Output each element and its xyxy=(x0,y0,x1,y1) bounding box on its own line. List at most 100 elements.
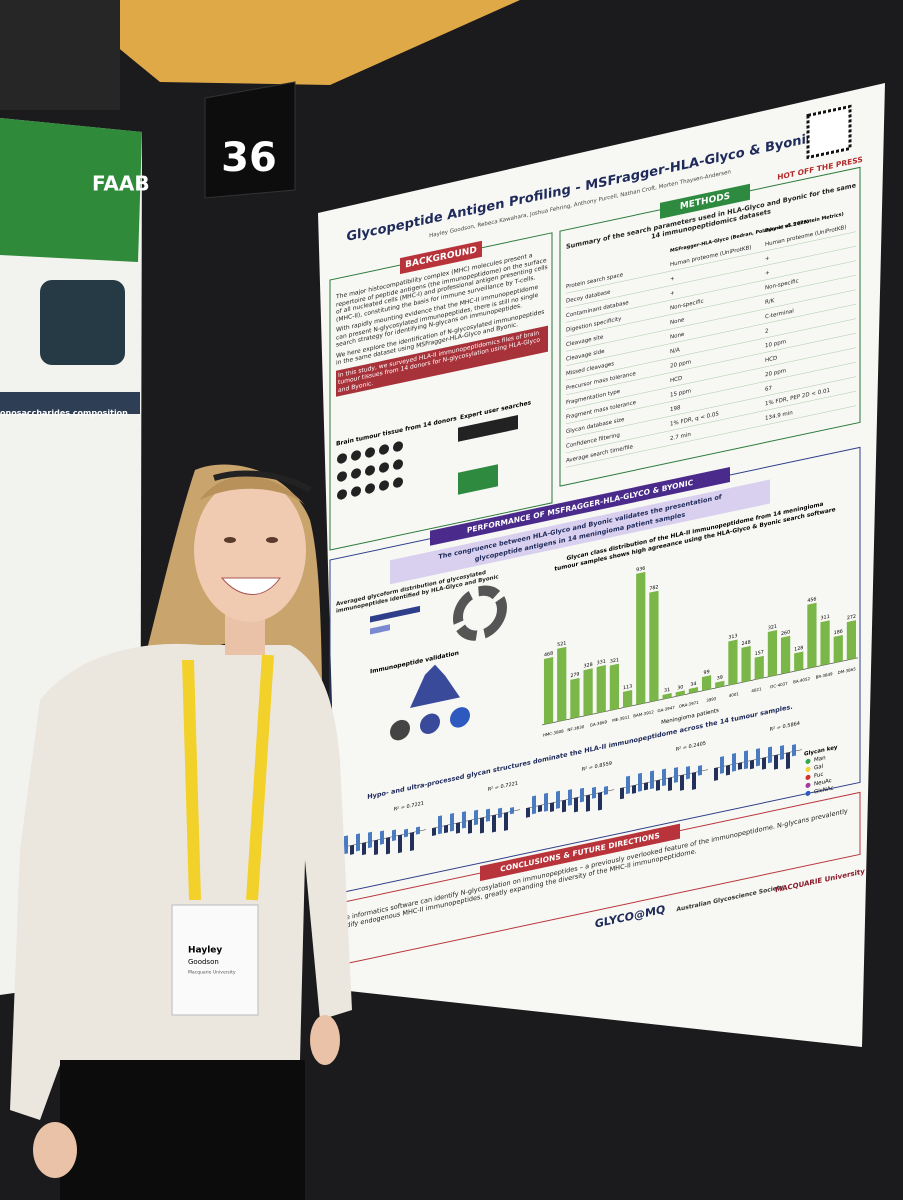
table-cell: HCD xyxy=(670,376,682,385)
bar-label: 272 xyxy=(847,614,856,622)
left-poster-band xyxy=(0,392,140,414)
patient-label: 4001 xyxy=(729,691,740,698)
bar xyxy=(794,651,804,672)
wall-shadow xyxy=(0,0,120,110)
bar-label: 157 xyxy=(755,649,764,657)
structure-bar xyxy=(598,792,602,811)
bar xyxy=(820,620,830,666)
key-label: Fuc xyxy=(814,772,823,780)
row-rule xyxy=(566,245,856,309)
structure-bar xyxy=(750,759,754,770)
badge xyxy=(171,904,259,1016)
structure-bar xyxy=(620,787,624,800)
patient-label: DM-3865 xyxy=(838,666,857,675)
table-cell: 20 ppm xyxy=(765,368,786,378)
bar xyxy=(807,602,817,669)
row-rule xyxy=(566,332,856,396)
structure-bar xyxy=(604,786,608,795)
structure-bar xyxy=(374,839,378,856)
table-cell: None xyxy=(670,332,685,341)
structure-bar xyxy=(786,752,790,770)
table-cell: 20 ppm xyxy=(670,359,691,369)
lanyard xyxy=(182,654,274,901)
patient-label: ME-3911 xyxy=(612,714,630,723)
structure-bar xyxy=(626,775,630,795)
row-rule xyxy=(566,390,856,454)
donor-icon xyxy=(393,441,403,452)
validation-pie xyxy=(390,719,410,741)
row-rule xyxy=(566,231,856,294)
structure-bar xyxy=(756,748,760,767)
patient-label: ORA-3971 xyxy=(679,700,699,709)
bar xyxy=(728,639,738,686)
key-symbol xyxy=(805,790,811,796)
table-cell: 2 xyxy=(765,328,768,335)
badge-affiliation: Macquarie University xyxy=(188,970,236,976)
bar xyxy=(649,590,659,703)
structure-bar xyxy=(410,832,414,851)
peptide-length-histogram xyxy=(410,664,460,708)
structure-bar xyxy=(498,807,502,819)
bar-label: 99 xyxy=(704,669,710,676)
x-axis xyxy=(542,657,858,726)
structure-bar xyxy=(656,779,660,791)
structure-bar xyxy=(580,787,584,803)
patient-label: 4021 xyxy=(751,686,762,693)
structure-bar xyxy=(726,764,730,776)
table-cell: + xyxy=(670,290,675,297)
bar-label: 331 xyxy=(597,659,606,667)
performance-subtitle-box xyxy=(390,479,770,585)
bar-label: 39 xyxy=(717,675,723,682)
poster xyxy=(318,83,885,1047)
table-cell: None xyxy=(670,317,685,326)
row-rule xyxy=(566,318,856,381)
background-heading-box xyxy=(400,240,482,275)
donor-icon xyxy=(337,489,347,500)
bar xyxy=(609,663,620,711)
conclusions-heading-box xyxy=(480,823,680,882)
donor-icon xyxy=(337,453,347,464)
glycoform-bar xyxy=(370,624,390,635)
row-rule xyxy=(566,289,856,352)
table-cell: HCD xyxy=(765,355,777,364)
eye xyxy=(224,537,236,543)
patient-label: HMC-3808 xyxy=(543,728,564,737)
structure-bar xyxy=(744,750,748,770)
bar-label: 321 xyxy=(610,657,619,665)
structure-bar xyxy=(362,842,366,856)
patient-label: GA-3869 xyxy=(590,719,608,728)
bar-label: 34 xyxy=(690,681,696,688)
structure-bar xyxy=(780,745,784,760)
table-cell: 134.9 min xyxy=(765,410,793,422)
bar xyxy=(570,677,580,719)
bar-label: 313 xyxy=(728,633,737,641)
table-cell: R/K xyxy=(765,298,775,306)
bar xyxy=(780,635,791,675)
patient-label: DC-4037 xyxy=(770,681,788,690)
bar-label: 468 xyxy=(544,651,553,659)
row-rule xyxy=(566,303,856,367)
row-rule xyxy=(566,347,856,410)
patient-label: BA-4052 xyxy=(793,676,810,685)
structure-bar xyxy=(462,811,466,829)
bar xyxy=(675,690,685,697)
patient-label: BR-3849 xyxy=(816,671,833,680)
structure-bar xyxy=(526,807,530,818)
structure-bar xyxy=(714,767,718,781)
hand xyxy=(310,1015,340,1065)
bar xyxy=(596,665,606,714)
byonic-logo xyxy=(458,464,498,495)
structure-bar xyxy=(398,834,402,854)
left-poster-image xyxy=(40,280,125,365)
patient-label: BAM-3912 xyxy=(633,709,654,718)
structure-bar xyxy=(586,794,590,812)
structure-bar xyxy=(650,770,654,790)
structure-bar xyxy=(504,812,508,831)
donor-icon xyxy=(365,465,375,476)
table-cell: 15 ppm xyxy=(670,388,691,398)
bar-label: 311 xyxy=(821,614,830,622)
validation-pie xyxy=(450,707,470,728)
left-poster-logo: FAAB xyxy=(92,172,150,196)
donor-icon xyxy=(365,483,375,494)
